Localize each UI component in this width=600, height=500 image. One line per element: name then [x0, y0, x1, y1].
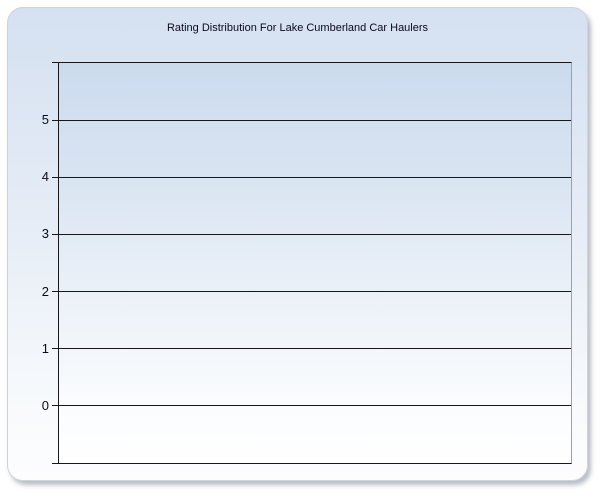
y-tick-label: 5	[41, 112, 49, 128]
y-tick-label: 1	[41, 340, 49, 356]
gridline	[52, 176, 571, 178]
gridline	[52, 233, 571, 235]
gridline	[52, 291, 571, 293]
axis-tick-top	[52, 62, 59, 63]
gridline	[52, 348, 571, 350]
gridline	[52, 119, 571, 121]
y-tick-label: 2	[41, 283, 49, 299]
y-tick-label: 0	[41, 397, 49, 413]
gridline	[52, 405, 571, 407]
axis-tick-bottom	[52, 463, 59, 464]
chart-title: Rating Distribution For Lake Cumberland …	[166, 22, 429, 34]
chart-panel: Rating Distribution For Lake Cumberland …	[7, 7, 588, 481]
y-tick-label: 3	[41, 226, 49, 242]
y-tick-label: 4	[41, 169, 49, 185]
plot-area: 5 4 3 2 1 0	[42, 62, 572, 464]
